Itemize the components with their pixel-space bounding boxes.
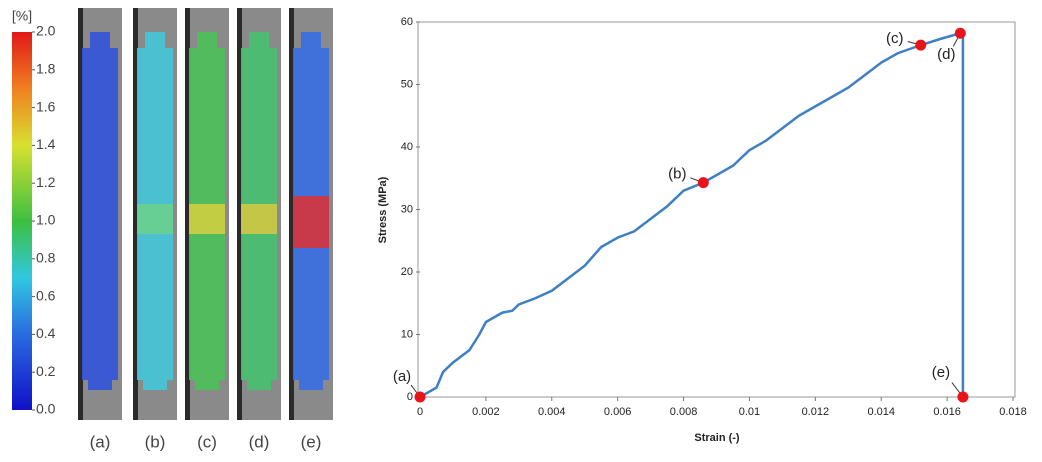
colorbar-tick-label: 1.0 <box>36 212 56 228</box>
state-marker <box>414 391 426 403</box>
marker-label: (e) <box>932 364 950 381</box>
colorbar-tick-label: 0.4 <box>36 325 56 341</box>
state-marker <box>697 177 709 189</box>
specimen-edge <box>133 8 138 420</box>
x-tick-label: 0.002 <box>472 406 500 418</box>
y-tick-label: 20 <box>401 266 413 278</box>
specimen-edge <box>237 8 242 420</box>
colorbar-tick-label: 1.4 <box>36 136 56 152</box>
strain-band <box>241 204 277 234</box>
x-tick-label: 0 <box>417 406 423 418</box>
x-tick-label: 0.008 <box>670 406 698 418</box>
x-tick-label: 0.016 <box>933 406 961 418</box>
colorbar-tick-label: 1.2 <box>36 174 56 190</box>
strain-band <box>293 196 329 248</box>
y-tick-label: 50 <box>401 78 413 90</box>
x-tick-label: 0.014 <box>867 406 895 418</box>
y-tick-label: 10 <box>401 328 413 340</box>
y-tick-label: 60 <box>401 16 413 28</box>
y-tick-label: 30 <box>401 203 413 215</box>
colorbar-tick-label: 0.8 <box>36 250 56 266</box>
colorbar-tick-label: 2.0 <box>36 23 56 39</box>
colorbar-tick-label: 1.8 <box>36 61 56 77</box>
colorbar-tick-label: 0.6 <box>36 287 56 303</box>
marker-label: (d) <box>937 46 955 63</box>
x-tick-label: 0.012 <box>802 406 830 418</box>
strain-band <box>189 204 225 234</box>
x-tick-label: 0.018 <box>999 406 1027 418</box>
panel-label: (e) <box>301 432 322 451</box>
panel-label: (b) <box>145 432 166 451</box>
specimen-edge <box>289 8 294 420</box>
stress-strain-line <box>419 31 965 399</box>
panel-label: (a) <box>90 432 111 451</box>
x-tick-label: 0.006 <box>604 406 632 418</box>
specimen-field <box>82 32 118 390</box>
y-axis-label: Stress (MPa) <box>377 176 389 243</box>
marker-label: (c) <box>886 30 904 47</box>
state-marker <box>954 27 966 39</box>
state-marker <box>957 391 969 403</box>
strain-band <box>137 204 173 234</box>
specimen-edge <box>185 8 190 420</box>
y-tick-label: 40 <box>401 141 413 153</box>
x-tick-label: 0.004 <box>538 406 566 418</box>
colorbar-tick-label: 1.6 <box>36 98 56 114</box>
marker-label: (b) <box>668 166 686 183</box>
colorbar-tick-label: 0.2 <box>36 363 56 379</box>
panel-label: (c) <box>197 432 217 451</box>
marker-label: (a) <box>393 368 411 385</box>
y-tick-label: 0 <box>407 391 413 403</box>
specimen-edge <box>78 8 83 420</box>
colorbar-tick-label: 0.0 <box>36 401 56 417</box>
colorbar-unit: [%] <box>12 8 32 24</box>
plot-frame <box>417 21 1016 398</box>
colorbar <box>12 32 32 410</box>
state-marker <box>915 39 927 51</box>
x-tick-label: 0.01 <box>739 406 760 418</box>
x-axis-label: Strain (-) <box>694 432 740 444</box>
panel-label: (d) <box>249 432 270 451</box>
